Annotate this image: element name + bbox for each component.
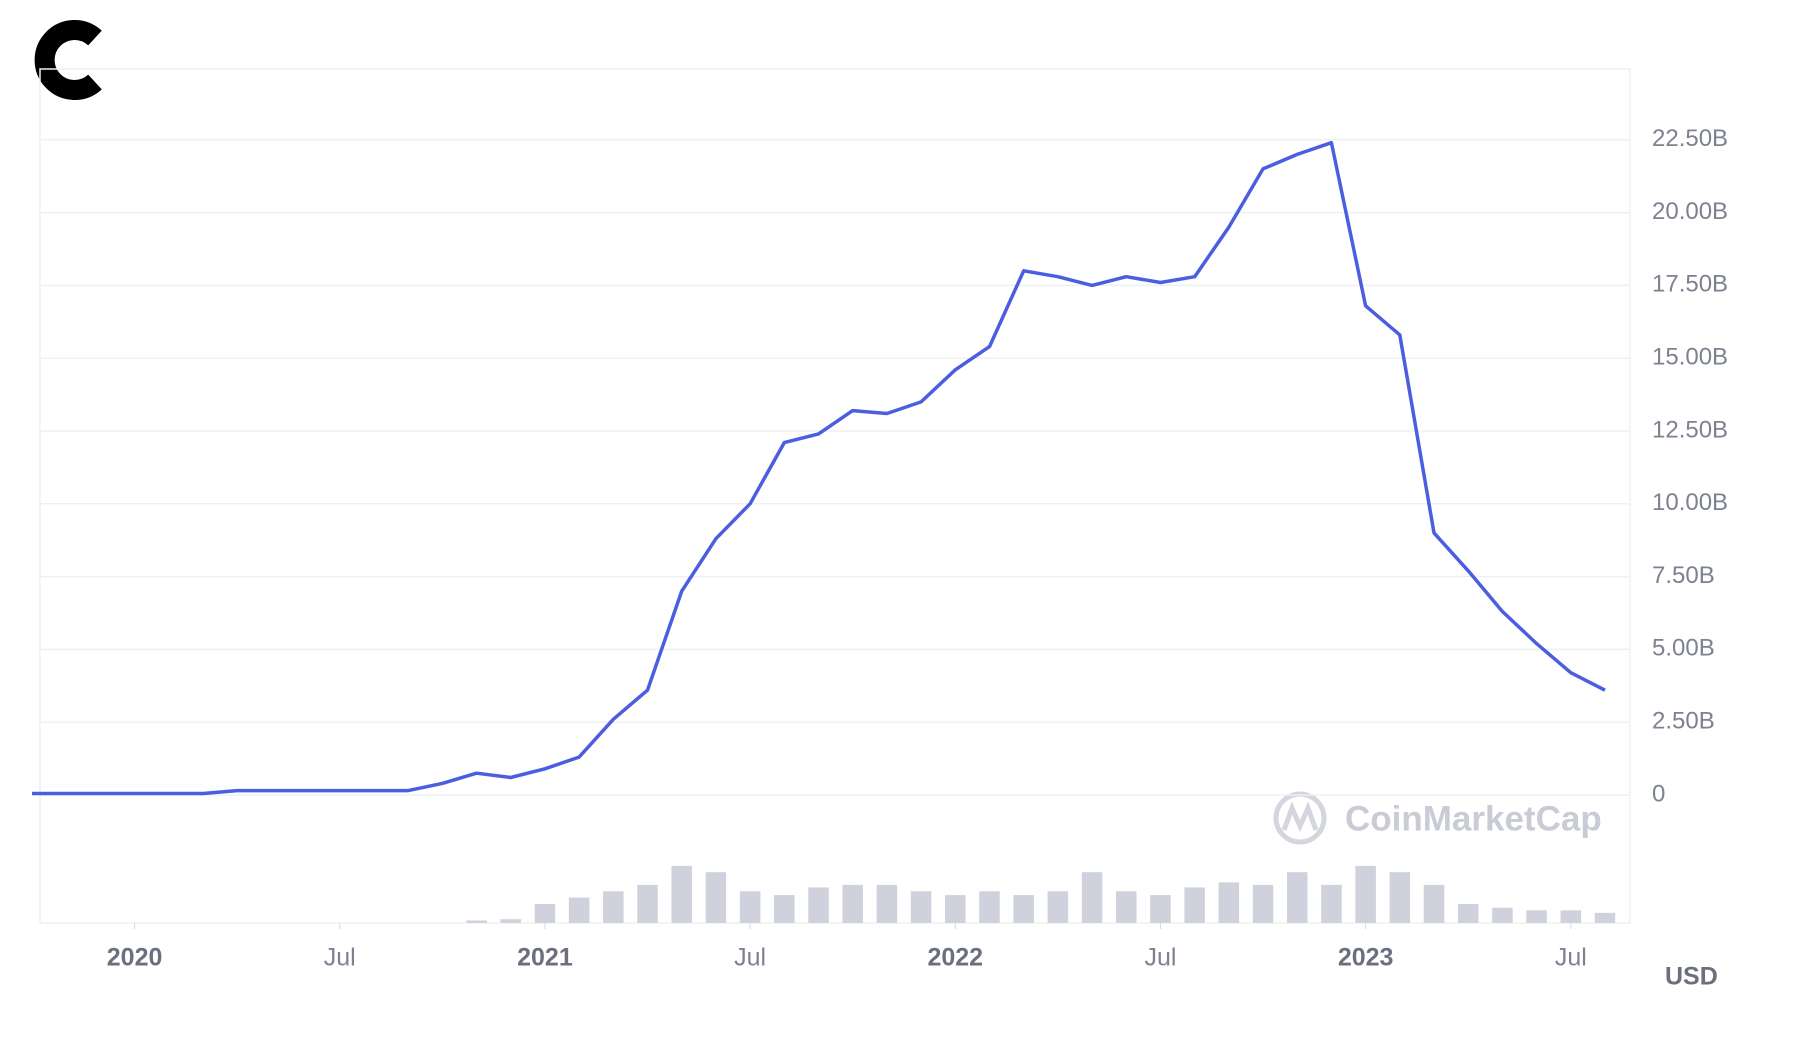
volume-bar [1594,912,1616,923]
x-tick-label: Jul [324,944,356,972]
x-tick-label: 2023 [1338,944,1394,972]
volume-bar [1355,865,1376,923]
logo [34,20,102,100]
volume-bar [1013,895,1034,923]
volume-bar [1218,882,1240,923]
volume-bar [534,903,556,923]
volume-bar [1526,910,1547,923]
volume-bar [1389,872,1411,923]
volume-bar [1047,891,1069,923]
y-tick-label: 17.50B [1652,271,1728,298]
volume-bar [842,884,863,923]
volume-bar [705,872,727,923]
volume-bar [979,891,1000,923]
plot-frame [39,68,1631,924]
x-tick-label: 2022 [927,944,983,972]
volume-bar [637,884,658,923]
volume-bar [945,895,966,923]
y-axis-label: USD [1665,963,1718,991]
volume-bar [671,865,692,923]
watermark: CoinMarketCap [1345,799,1602,838]
volume-bar [1560,910,1582,923]
volume-bar [1252,884,1274,923]
volume-bar [1457,903,1479,923]
y-tick-label: 22.50B [1652,125,1728,152]
volume-bar [1286,872,1308,923]
y-tick-label: 2.50B [1652,708,1715,735]
grid [40,139,1630,796]
volume-bar [910,891,932,923]
volume-bar [500,919,521,923]
y-tick-label: 12.50B [1652,416,1728,443]
x-tick-label: Jul [1144,944,1176,972]
y-tick-label: 7.50B [1652,562,1715,589]
volume-bar [808,887,829,923]
x-tick-label: Jul [1555,944,1587,972]
x-tick-label: 2021 [517,944,573,972]
volume-bar [1321,884,1342,923]
x-tick-label: Jul [734,944,766,972]
volume-bar [774,895,795,923]
volume-bar [568,897,590,923]
y-tick-label: 15.00B [1652,344,1728,371]
x-tick-label: 2020 [107,944,163,972]
watermark-logo [1273,791,1327,845]
y-tick-label: 5.00B [1652,635,1715,662]
volume-bar [603,891,624,923]
price-line [32,140,1606,796]
volume-bar [739,891,761,923]
volume-bar [876,884,898,923]
y-tick-label: 20.00B [1652,198,1728,225]
y-tick-label: 0 [1652,780,1665,807]
volume-bar [1116,891,1137,923]
volume-bar [1081,872,1103,923]
volume-bar [1423,884,1445,923]
y-tick-label: 10.00B [1652,489,1728,516]
volume-bar [1492,907,1513,923]
volume-bar [466,920,487,923]
volume-bar [1150,895,1171,923]
volume-bar [1184,887,1205,923]
